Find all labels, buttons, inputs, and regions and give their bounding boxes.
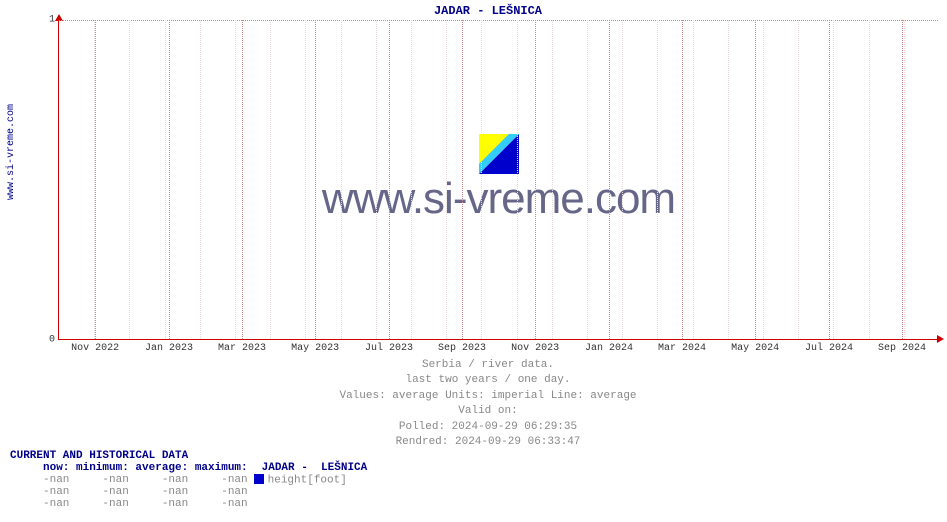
table-cell: -nan	[129, 474, 188, 486]
subtitle-block: Serbia / river data. last two years / on…	[38, 358, 938, 450]
x-tick-label: Sep 2023	[438, 343, 486, 354]
x-gridline-major	[242, 20, 243, 339]
subtitle-line: Valid on:	[38, 404, 938, 419]
table-row: -nan -nan -nan -nan	[10, 486, 367, 498]
column-header: now:	[10, 462, 69, 474]
table-cell: -nan	[188, 498, 247, 510]
x-tick-label: Jul 2023	[365, 343, 413, 354]
column-header: minimum:	[69, 462, 128, 474]
table-cell: -nan	[188, 486, 247, 498]
x-tick-label: Nov 2022	[71, 343, 119, 354]
x-gridline	[270, 20, 271, 339]
x-gridline	[376, 20, 377, 339]
table-cell: -nan	[69, 474, 128, 486]
x-tick-label: Jan 2023	[145, 343, 193, 354]
x-tick-label: Mar 2023	[218, 343, 266, 354]
x-gridline-major	[315, 20, 316, 339]
column-header: average:	[129, 462, 188, 474]
subtitle-line: Serbia / river data.	[38, 358, 938, 373]
x-gridline	[446, 20, 447, 339]
x-gridline	[129, 20, 130, 339]
x-gridline	[411, 20, 412, 339]
table-cell: -nan	[10, 486, 69, 498]
x-gridline	[869, 20, 870, 339]
table-cell: -nan	[129, 498, 188, 510]
table-cell: -nan	[69, 498, 128, 510]
series-unit: height[foot]	[268, 474, 347, 486]
x-tick-label: Mar 2024	[658, 343, 706, 354]
plot-area: www.si-vreme.com 01Nov 2022Jan 2023Mar 2…	[58, 20, 938, 340]
x-gridline	[200, 20, 201, 339]
x-gridline-major	[95, 20, 96, 339]
subtitle-line: Rendred: 2024-09-29 06:33:47	[38, 435, 938, 450]
table-cell: -nan	[10, 474, 69, 486]
x-gridline-major	[902, 20, 903, 339]
subtitle-line: last two years / one day.	[38, 373, 938, 388]
x-gridline	[517, 20, 518, 339]
x-gridline-major	[462, 20, 463, 339]
y-tick-label: 1	[49, 15, 55, 26]
x-gridline-major	[682, 20, 683, 339]
x-gridline-major	[169, 20, 170, 339]
x-gridline	[833, 20, 834, 339]
x-gridline	[165, 20, 166, 339]
x-gridline	[763, 20, 764, 339]
table-cell: -nan	[129, 486, 188, 498]
y-tick-label: 0	[49, 335, 55, 346]
table-cell: -nan	[10, 498, 69, 510]
x-gridline	[798, 20, 799, 339]
table-cell: -nan	[188, 474, 247, 486]
data-table: CURRENT AND HISTORICAL DATA now: minimum…	[10, 450, 367, 510]
x-gridline-major	[829, 20, 830, 339]
x-tick-label: Sep 2024	[878, 343, 926, 354]
table-header-row: now: minimum: average: maximum:JADAR - L…	[10, 462, 367, 474]
x-gridline	[481, 20, 482, 339]
x-gridline	[904, 20, 905, 339]
series-name: JADAR - LEŠNICA	[248, 462, 368, 474]
x-gridline	[305, 20, 306, 339]
x-tick-label: May 2024	[731, 343, 779, 354]
y-gridline	[59, 20, 938, 21]
subtitle-line: Values: average Units: imperial Line: av…	[38, 389, 938, 404]
x-gridline-major	[755, 20, 756, 339]
x-axis-arrow	[937, 335, 944, 343]
x-tick-label: Jan 2024	[585, 343, 633, 354]
x-gridline	[622, 20, 623, 339]
x-gridline	[587, 20, 588, 339]
x-tick-label: May 2023	[291, 343, 339, 354]
x-gridline	[728, 20, 729, 339]
x-tick-label: Jul 2024	[805, 343, 853, 354]
side-watermark: www.si-vreme.com	[6, 104, 17, 200]
column-header: maximum:	[188, 462, 247, 474]
x-gridline-major	[609, 20, 610, 339]
series-swatch-icon	[254, 474, 264, 484]
table-row: -nan -nan -nan -nan height[foot]	[10, 474, 367, 486]
chart-title: JADAR - LEŠNICA	[38, 4, 938, 18]
table-heading: CURRENT AND HISTORICAL DATA	[10, 450, 367, 462]
x-gridline-major	[535, 20, 536, 339]
subtitle-line: Polled: 2024-09-29 06:29:35	[38, 420, 938, 435]
x-gridline	[693, 20, 694, 339]
x-tick-label: Nov 2023	[511, 343, 559, 354]
chart-container: JADAR - LEŠNICA www.si-vreme.com 01Nov 2…	[38, 4, 938, 450]
x-gridline-major	[389, 20, 390, 339]
x-gridline	[657, 20, 658, 339]
table-row: -nan -nan -nan -nan	[10, 498, 367, 510]
table-cell: -nan	[69, 486, 128, 498]
x-gridline	[341, 20, 342, 339]
x-gridline	[552, 20, 553, 339]
x-gridline	[235, 20, 236, 339]
watermark-logo-icon	[479, 134, 519, 174]
